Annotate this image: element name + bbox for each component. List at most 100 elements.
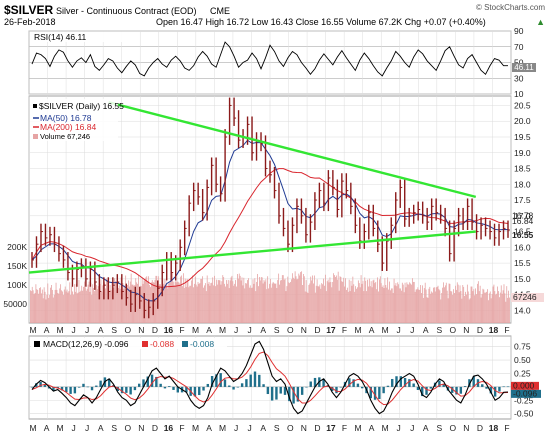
- macd-legend-bg: [31, 338, 227, 349]
- volume-bar: [421, 292, 422, 323]
- volume-bar: [263, 280, 265, 323]
- volume-bar: [331, 287, 333, 323]
- volume-bar: [172, 281, 174, 323]
- volume-bar: [45, 299, 47, 323]
- volume-bar: [48, 297, 50, 323]
- volume-bar: [438, 289, 440, 323]
- volume-bar: [209, 285, 211, 323]
- x-tick-label: A: [260, 325, 266, 335]
- x-axis-macd: M A M J J A S O N D 16 F M A M J J A S O N D 17 F M A M J J A S O N D 18 F: [29, 423, 509, 433]
- volume-bar: [292, 277, 294, 323]
- macd-last-label: -0.096: [513, 388, 537, 398]
- x-tick-label: O: [124, 423, 131, 433]
- macd-histogram-bar: [35, 383, 38, 387]
- volume-bar: [427, 297, 429, 323]
- macd-histogram-bar: [159, 383, 162, 387]
- volume-bar: [117, 289, 118, 323]
- volume-bar: [483, 289, 485, 323]
- x-tick-label: A: [369, 423, 375, 433]
- x-tick-label: A: [44, 423, 50, 433]
- volume-bar: [378, 291, 379, 323]
- volume-bar: [367, 279, 368, 323]
- legend-swatch-signal: [142, 341, 148, 347]
- volume-bar: [35, 284, 37, 323]
- x-tick-label: A: [423, 423, 429, 433]
- volume-bar: [445, 282, 447, 323]
- volume-bar: [352, 276, 354, 323]
- macd-histogram-bar: [348, 378, 351, 387]
- volume-bar: [262, 283, 264, 323]
- volume-bar: [96, 289, 98, 323]
- legend-swatch-macd: [34, 341, 40, 347]
- volume-bar: [235, 280, 236, 323]
- volume-bar: [287, 276, 289, 323]
- volume-bar: [270, 287, 272, 323]
- volume-bar: [320, 288, 322, 323]
- volume-bar: [459, 285, 461, 323]
- volume-bar: [302, 273, 304, 323]
- macd-histogram-bar: [223, 379, 227, 387]
- volume-bar: [140, 286, 142, 323]
- volume-bar: [464, 296, 465, 323]
- volume-bar: [437, 285, 439, 323]
- macd-histogram-bar: [395, 376, 398, 387]
- volume-bar: [335, 277, 336, 323]
- volume-bar: [385, 285, 387, 323]
- volume-bar: [240, 280, 242, 323]
- volume-bar: [101, 291, 103, 323]
- volume-bar: [51, 289, 53, 323]
- volume-bar: [82, 290, 84, 323]
- volume-bar: [30, 291, 32, 323]
- x-tick-label: 18: [489, 423, 499, 433]
- macd-histogram-bar: [498, 386, 501, 392]
- volume-bar: [122, 283, 124, 323]
- macd-histogram-bar: [219, 373, 222, 387]
- volume-bar: [400, 290, 402, 323]
- volume-bar: [467, 291, 469, 323]
- volume-bar: [161, 284, 163, 323]
- volume-bar: [288, 282, 290, 323]
- volume-bar: [169, 282, 171, 323]
- volume-bar: [53, 294, 55, 323]
- macd-histogram-bar: [120, 386, 124, 394]
- volume-bar: [171, 278, 172, 323]
- volume-bar: [247, 280, 248, 323]
- volume-bar: [350, 280, 352, 323]
- volume-bar: [114, 278, 116, 323]
- x-tick-label: D: [152, 325, 158, 335]
- volume-bar: [313, 283, 314, 323]
- macd-histogram-bar: [322, 378, 325, 387]
- trendline: [28, 230, 476, 274]
- x-tick-label: 16: [164, 423, 174, 433]
- macd-histogram-bar: [373, 386, 377, 400]
- volume-bar: [374, 283, 376, 323]
- volume-bar: [154, 280, 156, 323]
- volume-bar: [484, 292, 486, 323]
- volume-bar: [162, 283, 164, 323]
- volume-bar: [100, 279, 102, 323]
- volume-bar: [500, 285, 502, 323]
- macd-histogram-bar: [352, 379, 355, 387]
- volume-bar: [264, 281, 266, 323]
- volume-bar: [504, 293, 506, 323]
- volume-bar: [291, 279, 292, 323]
- volume-bar: [296, 279, 298, 323]
- volume-bar: [238, 273, 240, 323]
- macd-histogram-bar: [39, 381, 42, 387]
- volume-bar: [118, 285, 120, 323]
- volume-bar: [106, 279, 108, 323]
- volume-bar: [413, 281, 415, 323]
- volume-bar: [492, 286, 494, 323]
- volume-bar: [470, 286, 472, 323]
- volume-bar: [225, 286, 226, 323]
- price-tick-label: 18.5: [514, 164, 531, 174]
- volume-bar: [192, 275, 193, 323]
- volume-bar: [335, 275, 337, 323]
- macd-histogram-bar: [391, 378, 394, 387]
- macd-histogram-bar: [73, 386, 77, 394]
- watermark: © StockCharts.com: [476, 3, 545, 12]
- volume-bar: [97, 286, 99, 323]
- volume-bar: [106, 278, 107, 323]
- volume-bar: [291, 273, 293, 323]
- volume-bar: [391, 288, 393, 323]
